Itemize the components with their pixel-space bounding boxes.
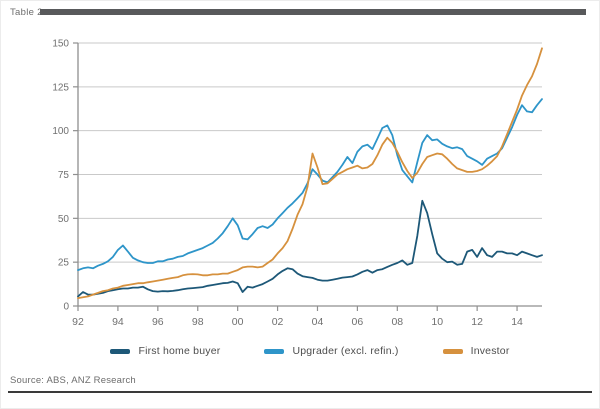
x-tick-label: 02 (272, 316, 284, 328)
legend-label-investor: Investor (470, 345, 510, 357)
x-tick-label: 10 (431, 316, 443, 328)
x-tick-label: 96 (152, 316, 164, 328)
series-line-first-home-buyer (77, 199, 543, 298)
series-line-upgrader-excl-refin (77, 98, 543, 272)
legend: First home buyer Upgrader (excl. refin.) I… (78, 345, 542, 357)
legend-label-first-home-buyer: First home buyer (138, 345, 221, 357)
x-tick-label: 98 (192, 316, 204, 328)
x-tick-label: 00 (232, 316, 244, 328)
x-tick-label: 08 (391, 316, 403, 328)
y-tick-label: 75 (58, 170, 70, 181)
y-tick-label: 125 (52, 82, 69, 93)
x-tick-label: 06 (352, 316, 364, 328)
legend-swatch-upgrader-excl-refin (264, 348, 285, 354)
x-tick-label: 92 (72, 316, 84, 328)
chart: 0 25 50 75 100 125 150 92 94 96 98 00 02 04 06 08 10 12 14 (52, 39, 543, 328)
y-tick-label: 0 (63, 302, 69, 313)
bottom-rule (8, 391, 592, 393)
header-bar (40, 9, 586, 15)
table-label: Table 2 (10, 7, 43, 18)
series-line-investor (77, 47, 543, 300)
y-tick-label: 100 (52, 126, 69, 137)
x-tick-label: 94 (112, 316, 124, 328)
legend-item-investor: Investor (442, 345, 510, 357)
legend-swatch-first-home-buyer (110, 348, 131, 354)
legend-label-upgrader-excl-refin: Upgrader (excl. refin.) (292, 345, 399, 357)
legend-swatch-investor (442, 348, 463, 354)
legend-item-first-home-buyer: First home buyer (110, 345, 220, 357)
y-tick-label: 150 (52, 39, 69, 50)
legend-item-upgrader-excl-refin: Upgrader (excl. refin.) (264, 345, 398, 357)
x-tick-label: 14 (511, 316, 523, 328)
y-tick-label: 50 (58, 214, 70, 225)
x-tick-label: 12 (471, 316, 483, 328)
y-tick-label: 25 (58, 258, 70, 269)
source-note: Source: ABS, ANZ Research (10, 375, 136, 386)
x-tick-label: 04 (312, 316, 324, 328)
